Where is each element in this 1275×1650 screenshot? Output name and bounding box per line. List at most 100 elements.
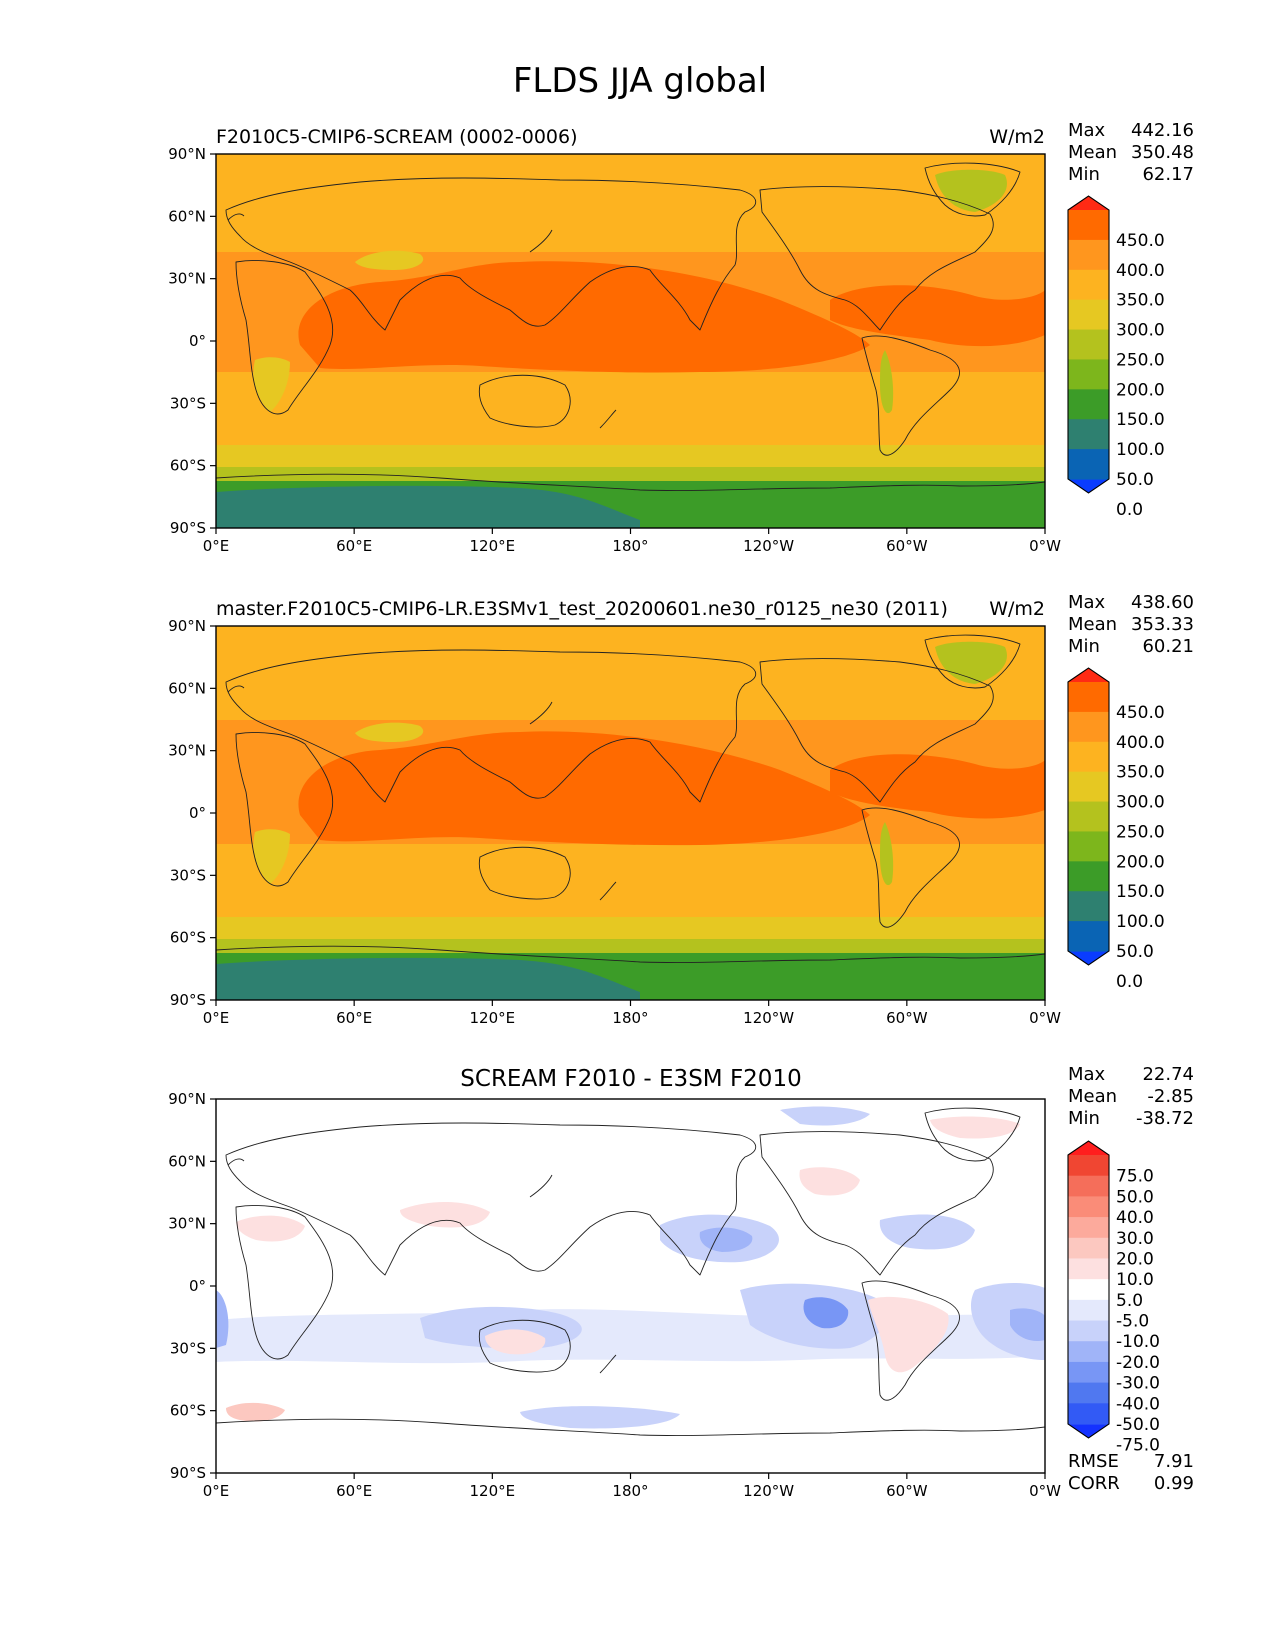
colorbar-swatch <box>1068 419 1109 450</box>
colorbar-label: 350.0 <box>1116 291 1165 311</box>
panel-3-metrics: RMSE 7.91 CORR 0.99 <box>1068 1451 1194 1494</box>
panel-2-units: W/m2 <box>989 598 1045 620</box>
lon-tick-label: 60°W <box>886 1009 928 1027</box>
colorbar-outline <box>1067 195 1110 494</box>
lon-tick-label: 120°E <box>470 1482 516 1500</box>
lon-tick-label: 0°W <box>1029 537 1061 555</box>
field-andes <box>880 822 894 886</box>
colorbar-label: 100.0 <box>1116 912 1165 932</box>
lat-tick-label: 90°S <box>170 1464 206 1482</box>
field-south-1 <box>216 445 1045 467</box>
coast-nz <box>599 881 617 901</box>
field-south-2 <box>216 939 1045 953</box>
colorbar-label: 450.0 <box>1116 231 1165 251</box>
diff-asia <box>400 1201 490 1228</box>
lat-tick-label: 30°N <box>168 1215 206 1233</box>
colorbar-label: 150.0 <box>1116 410 1165 430</box>
coast-north-america <box>759 1131 994 1276</box>
colorbar-swatch <box>1068 1175 1109 1197</box>
colorbar-swatch <box>1068 801 1109 833</box>
lon-tick-label: 0°E <box>203 1009 230 1027</box>
panel-2-map <box>216 626 1045 1000</box>
colorbar-label: 30.0 <box>1116 1229 1154 1249</box>
colorbar-swatch <box>1068 359 1109 390</box>
lon-tick-label: 120°E <box>470 537 516 555</box>
lat-tick-label: 30°S <box>170 1339 206 1357</box>
coast-africa <box>235 260 334 415</box>
colorbar-swatch <box>1068 1361 1109 1384</box>
colorbar-outline <box>1067 1140 1110 1439</box>
colorbar-swatch <box>1068 891 1109 922</box>
coast-uk <box>227 213 245 221</box>
colorbar-swatch <box>1068 269 1109 301</box>
lat-tick-label: 30°S <box>170 394 206 412</box>
lat-tick-label: 0° <box>189 1277 206 1295</box>
lat-tick-label: 90°S <box>170 991 206 1009</box>
coast-japan <box>529 1174 553 1198</box>
diff-high-north <box>930 1116 1020 1139</box>
panel-2-max-value: 438.60 <box>1131 592 1194 613</box>
panel-3-axis: 90°N 60°N 30°N 0° 30°S 60°S 90°S0°E 60°E 120°E 18… <box>168 1090 1061 1500</box>
field-greenland <box>935 169 1007 212</box>
colorbar-swatch <box>1068 711 1109 743</box>
corr-label: CORR <box>1068 1473 1120 1494</box>
coast-south-america <box>861 807 960 928</box>
coast-japan <box>529 701 553 725</box>
colorbar-extend-max <box>1068 668 1109 682</box>
diff-west-edge <box>216 1290 229 1348</box>
coast-nz <box>599 409 617 429</box>
lat-tick-label: 90°N <box>168 617 206 635</box>
coast-greenland <box>924 1107 1021 1162</box>
diff-australia <box>485 1329 546 1355</box>
lon-tick-label: 0°E <box>203 1482 230 1500</box>
lon-tick-label: 0°E <box>203 537 230 555</box>
panel-3-min-label: Min <box>1068 1108 1100 1129</box>
field-antarctic-teal <box>216 485 640 528</box>
panel-3-max-label: Max <box>1068 1064 1106 1085</box>
panel-1-coastlines <box>216 162 1045 492</box>
panel-2-left-title: master.F2010C5-CMIP6-LR.E3SMv1_test_2020… <box>216 598 948 620</box>
colorbar-label: 50.0 <box>1116 942 1154 962</box>
field-south-1 <box>216 917 1045 939</box>
field-warm-pool <box>298 731 870 846</box>
colorbar-extend-min <box>1068 479 1109 493</box>
colorbar-label: -50.0 <box>1116 1415 1160 1435</box>
colorbar-swatch <box>1068 1155 1109 1177</box>
coast-south-america <box>861 1280 960 1401</box>
lat-tick-label: 90°N <box>168 145 206 163</box>
colorbar-label: -40.0 <box>1116 1394 1160 1414</box>
lat-tick-label: 30°N <box>168 742 206 760</box>
diff-pacific-s-core <box>803 1297 849 1329</box>
panel-3-mean-value: -2.85 <box>1147 1086 1194 1107</box>
coast-africa <box>235 732 334 887</box>
colorbar-label: -10.0 <box>1116 1332 1160 1352</box>
figure-title: FLDS JJA global <box>513 61 767 101</box>
lat-tick-label: 90°N <box>168 1090 206 1108</box>
panel-3-min-value: -38.72 <box>1136 1108 1194 1129</box>
coast-uk <box>227 1158 245 1166</box>
diff-south-ocean-2 <box>520 1406 680 1429</box>
lat-tick-label: 0° <box>189 332 206 350</box>
colorbar-label: 400.0 <box>1116 733 1165 753</box>
panel-1-colorbar: 450.0 400.0 350.0 300.0 250.0 200.0 150.0 100.0… <box>1067 195 1165 520</box>
colorbar-swatch <box>1068 299 1109 331</box>
coast-africa <box>235 1205 334 1360</box>
lon-tick-label: 120°W <box>743 537 794 555</box>
colorbar-extend-max <box>1068 1141 1109 1155</box>
lon-tick-label: 120°E <box>470 1009 516 1027</box>
panel-2-axis: 90°N 60°N 30°N 0° 30°S 60°S 90°S0°E 60°E 120°E 18… <box>168 617 1061 1027</box>
coast-antarctica <box>216 1418 1045 1437</box>
lat-tick-label: 60°N <box>168 207 206 225</box>
panel-2-colorbar: 450.0 400.0 350.0 300.0 250.0 200.0 150.0 100.0… <box>1067 667 1165 992</box>
coast-eurasia <box>225 649 757 803</box>
lon-tick-label: 60°W <box>886 537 928 555</box>
colorbar-label: 250.0 <box>1116 350 1165 370</box>
corr-value: 0.99 <box>1154 1473 1194 1494</box>
colorbar-extend-min <box>1068 1424 1109 1438</box>
panel-1: F2010C5-CMIP6-SCREAM (0002-0006) W/m2 <box>168 120 1194 555</box>
colorbar-swatch <box>1068 861 1109 892</box>
coast-australia <box>478 846 571 900</box>
panel-1-left-title: F2010C5-CMIP6-SCREAM (0002-0006) <box>216 126 578 148</box>
panel-1-max-label: Max <box>1068 120 1106 141</box>
colorbar-extend-min <box>1068 951 1109 965</box>
